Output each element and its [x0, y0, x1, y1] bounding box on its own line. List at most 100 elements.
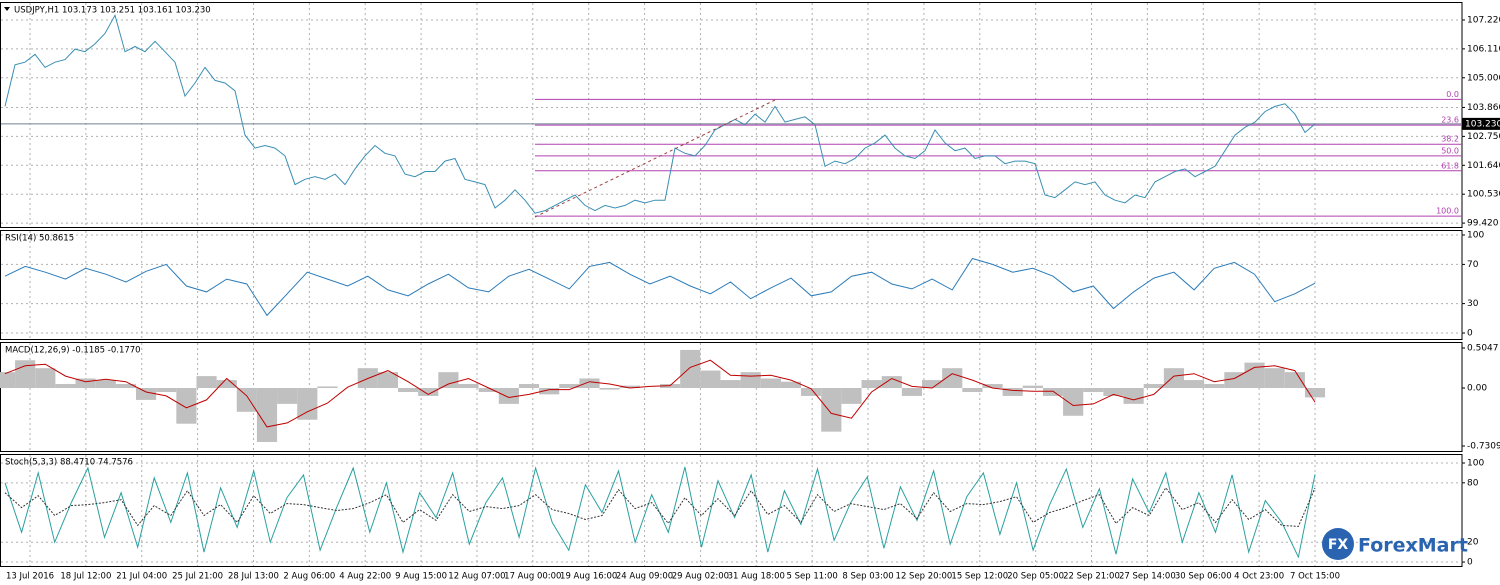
histogram-bar: [196, 376, 217, 389]
fib-anchor-line: [534, 99, 776, 218]
histogram-bar: [619, 385, 640, 389]
histogram-bar: [1264, 368, 1285, 389]
fib-label: 61.8: [1441, 161, 1459, 170]
panel-frame: [0, 2, 1463, 228]
fib-label: 100.0: [1436, 207, 1459, 216]
histogram-bar: [841, 388, 862, 404]
last-price-label: 103.230: [1465, 119, 1500, 129]
time-label: 30 Sep 06:00: [1175, 572, 1232, 582]
histogram-bar: [458, 384, 479, 389]
histogram-bar: [861, 380, 882, 389]
histogram-bar: [115, 384, 136, 389]
histogram-bar: [1083, 388, 1104, 392]
histogram-bar: [599, 388, 620, 390]
histogram-bar: [418, 388, 439, 396]
panel-frame: [0, 230, 1463, 340]
histogram-bar: [962, 388, 983, 392]
panel-title: Stoch(5,3,3) 88.4710 74.7576: [5, 458, 133, 468]
time-label: 21 Jul 04:00: [116, 572, 167, 582]
y-tick-label: 100: [1467, 230, 1484, 240]
histogram-bar: [438, 372, 459, 389]
y-tick-label: 106.110: [1467, 44, 1500, 54]
logo-mark: FX: [1328, 537, 1349, 553]
time-label: 24 Aug 09:00: [616, 572, 673, 582]
series-line: [4, 359, 1316, 428]
y-tick-label: 99.420: [1467, 219, 1499, 229]
y-tick-label: 0: [1467, 329, 1473, 339]
y-tick-label: 103.860: [1467, 103, 1500, 113]
histogram-bar: [760, 378, 781, 389]
logo-name: ForexMart: [1358, 535, 1468, 557]
panel-title: RSI(14) 50.8615: [5, 234, 74, 244]
histogram-bar: [236, 388, 257, 412]
histogram-bar: [780, 381, 802, 389]
histogram-bar: [35, 368, 56, 389]
histogram-bar: [15, 360, 36, 389]
histogram-bar: [1204, 384, 1225, 389]
y-tick-label: 105.000: [1467, 73, 1500, 83]
symbol-triangle: [4, 7, 10, 11]
time-label: 12 Aug 07:00: [448, 572, 505, 582]
series-line: [4, 257, 1316, 317]
histogram-bar: [518, 384, 540, 389]
histogram-bar: [720, 380, 741, 389]
histogram-bar: [942, 368, 963, 389]
y-tick-label: -0.7309: [1467, 441, 1500, 451]
histogram-bar: [0, 372, 16, 389]
histogram-bar: [377, 372, 398, 389]
panel-frame: [0, 342, 1463, 452]
time-label: 5 Sep 11:00: [787, 572, 838, 582]
last-price-box: [1462, 117, 1500, 130]
histogram-bar: [1022, 385, 1043, 389]
histogram-bar: [559, 384, 580, 389]
histogram-bar: [156, 388, 177, 392]
histogram-bar: [700, 370, 721, 389]
histogram-bar: [176, 388, 197, 424]
time-label: 9 Aug 15:00: [395, 572, 447, 582]
histogram-bar: [1063, 388, 1084, 416]
histogram-bar: [55, 384, 76, 389]
histogram-bar: [478, 388, 499, 392]
histogram-bar: [498, 388, 519, 404]
time-label: 28 Jul 13:00: [228, 572, 279, 582]
y-tick-label: 101.640: [1467, 161, 1500, 171]
histogram-bar: [136, 388, 157, 400]
time-label: 31 Aug 18:00: [728, 572, 785, 582]
y-tick-label: 30: [1467, 299, 1479, 309]
histogram-bar: [982, 384, 1003, 389]
y-tick-label: 107.220: [1467, 15, 1500, 25]
panel-title: USDJPY,H1 103.173 103.251 103.161 103.23…: [14, 6, 211, 16]
histogram-bar: [740, 372, 761, 389]
fib-label: 50.0: [1441, 146, 1459, 155]
time-label: 25 Jul 21:00: [172, 572, 223, 582]
y-tick-label: 80: [1467, 478, 1479, 488]
y-tick-label: 0: [1467, 558, 1473, 568]
y-tick-label: 0.5047: [1467, 343, 1499, 353]
panel-frame: [0, 454, 1463, 567]
time-label: 20 Sep 05:00: [1007, 572, 1064, 582]
series-line: [4, 486, 1316, 527]
histogram-bar: [1163, 368, 1184, 389]
logo: FX ForexMart: [1322, 528, 1468, 560]
histogram-bar: [277, 388, 298, 404]
time-label: 17 Aug 00:00: [504, 572, 561, 582]
fib-label: 23.6: [1441, 116, 1459, 125]
histogram-bar: [801, 388, 822, 396]
time-label: 4 Aug 22:00: [339, 572, 391, 582]
histogram-bar: [297, 388, 318, 420]
y-tick-label: 0.00: [1467, 384, 1487, 394]
time-label: 15 Sep 12:00: [951, 572, 1008, 582]
histogram-bar: [901, 388, 922, 396]
histogram-bar: [1244, 362, 1265, 389]
histogram-bar: [1284, 372, 1305, 389]
histogram-bar: [1042, 388, 1064, 396]
histogram-bar: [1123, 388, 1144, 404]
histogram-bar: [881, 376, 902, 389]
histogram-bar: [1304, 388, 1326, 398]
time-label: 18 Jul 12:00: [60, 572, 111, 582]
y-tick-label: 100.530: [1467, 190, 1500, 200]
time-label: 4 Oct 23:00: [1234, 572, 1284, 582]
histogram-bar: [317, 386, 338, 389]
histogram-bar: [821, 388, 842, 432]
